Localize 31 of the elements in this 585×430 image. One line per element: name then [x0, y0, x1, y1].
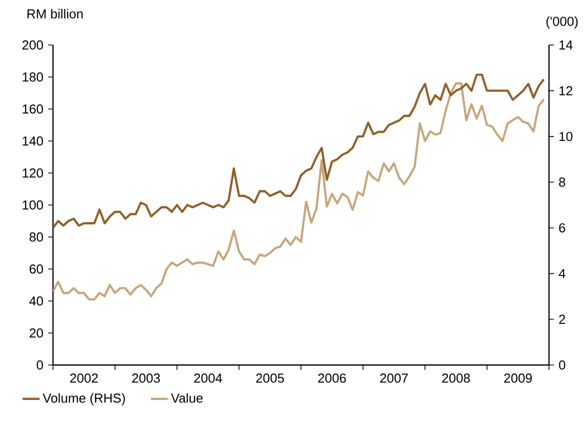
y2-tick-label: 6	[559, 223, 566, 232]
x-tick-label: 2005	[256, 374, 284, 383]
legend-label: Volume (RHS)	[42, 393, 125, 406]
y-tick-label: 160	[22, 104, 43, 114]
y2-tick-label: 2	[559, 314, 566, 324]
x-tick-label: 2007	[380, 374, 408, 383]
y-tick-label: 180	[22, 72, 43, 82]
y-tick-label: 60	[30, 264, 43, 274]
x-tick-label: 2008	[442, 374, 470, 383]
y2-tick-label: 14	[559, 40, 573, 50]
y2-tick-label: 12	[559, 86, 572, 96]
x-tick-label: 2009	[504, 374, 532, 383]
y-tick-label: 200	[22, 40, 43, 50]
y-tick-label: 120	[22, 168, 43, 178]
y-tick-label: 100	[22, 200, 43, 210]
legend-label: Value	[170, 393, 203, 403]
y2-tick-label: 10	[559, 132, 572, 142]
x-tick-label: 2006	[318, 374, 346, 383]
y2-tick-label: 0	[559, 360, 566, 370]
y-axis-title: RM billion	[28, 8, 83, 18]
y2-tick-label: 8	[559, 178, 566, 187]
x-tick-label: 2004	[194, 374, 222, 383]
y-tick-label: 140	[22, 136, 43, 146]
y-tick-label: 0	[36, 360, 43, 370]
y2-axis-title: ('000)	[546, 16, 578, 28]
y-tick-label: 40	[29, 296, 43, 306]
y-tick-label: 80	[30, 232, 43, 242]
x-tick-label: 2002	[70, 374, 98, 383]
y-tick-label: 20	[30, 328, 43, 338]
x-tick-label: 2003	[132, 374, 160, 383]
y2-tick-label: 4	[558, 269, 566, 278]
